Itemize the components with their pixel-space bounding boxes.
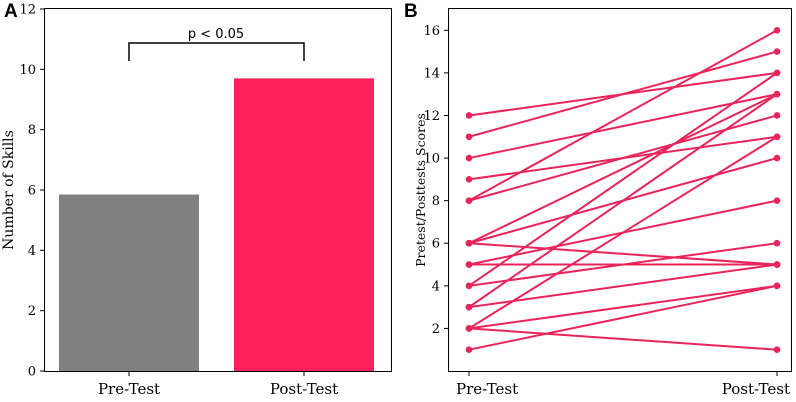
significance-label: p < 0.05 [188,27,244,42]
panel-b-line-13 [468,242,778,287]
panel-a-letter: A [4,1,18,22]
panel-a-xtick-label: Pre-Test [98,380,160,398]
panel-a-xtick-label: Post-Test [270,380,338,398]
panel-b-point-post [773,69,781,77]
panel-b-ytick-label: 8 [432,194,440,209]
panel-b-line-3 [468,93,778,160]
panel-b-frame [448,8,792,372]
panel-b-point-post [773,154,781,162]
panel-b-point-post [773,239,781,247]
panel-a-ytick-label: 10 [19,63,36,78]
panel-b-point-pre [465,176,473,183]
panel-b-point-post [773,261,781,268]
panel-b-ytick-label: 14 [423,66,440,81]
panel-b-point-post [773,197,781,204]
panel-b-point-post [773,112,781,119]
panel-b-ytick-label: 6 [432,237,440,252]
panel-b-point-post [773,26,781,34]
panel-b-line-17 [468,284,778,330]
panel-b-point-post [773,346,781,354]
panel-b-line-15 [468,263,778,309]
panel-b-point-post [773,90,781,98]
panel-b-line-14 [468,93,778,308]
panel-b-point-post [773,282,781,290]
panel-b-point-pre [465,346,473,354]
panel-b-line-7 [468,93,778,245]
panel-a-frame [44,8,392,372]
panel-b-line-9 [468,242,778,266]
panel-b-point-pre [465,239,473,247]
panel-b-line-18 [468,327,778,351]
panel-b-line-6 [468,114,778,202]
panel-a-ytick-label: 6 [28,184,36,199]
panel-b-line-19 [468,284,778,351]
panel-b-point-pre [465,154,473,162]
panel-b-line-5 [468,29,778,202]
panel-b-point-post [773,48,781,55]
panel-b-letter: B [404,1,418,22]
panel-b: B 2 4 6 8 10 12 14 16 Pre-Test Post-Test Pretest/… [404,1,792,398]
panel-a-ytick-label: 4 [28,244,36,259]
panel-a-bar-1 [59,194,199,371]
panel-b-point-pre [465,197,473,204]
panel-b-point-pre [465,112,473,119]
panel-a-ytick-label: 0 [28,365,36,380]
panel-b-ytick-label: 12 [423,109,440,124]
panel-b-point-pre [465,282,473,290]
panel-b-point-pre [465,261,473,268]
panel-b-line-16 [468,135,778,330]
panel-a-ytick-label: 2 [28,304,36,319]
significance-bracket [128,42,305,61]
panel-b-ytick-label: 2 [432,322,440,337]
panel-b-point-pre [465,303,473,311]
panel-b-line-12 [468,72,778,287]
panel-b-xtick-label: Post-Test [722,380,790,398]
panel-a-bar-2 [234,78,374,371]
panel-a-ytick-label: 12 [19,3,36,18]
panel-b-ytick-label: 4 [432,279,440,294]
panel-b-point-pre [465,133,473,141]
panel-b-point-post [773,133,781,141]
panel-b-ylabel: Pretest/Posttests Scores [413,113,428,267]
panel-b-xtick-label: Pre-Test [456,380,518,398]
panel-b-line-2 [468,50,778,138]
panel-b-ytick-label: 16 [423,24,440,39]
panel-b-ytick-label: 10 [423,152,440,167]
panel-a: A 0 2 4 6 8 10 12 Pre-Test Post-Test p < 0.05 Nu… [1,1,392,398]
panel-a-ytick-label: 8 [28,123,36,138]
panel-b-point-pre [465,325,473,332]
panel-a-ylabel: Number of Skills [1,130,17,250]
